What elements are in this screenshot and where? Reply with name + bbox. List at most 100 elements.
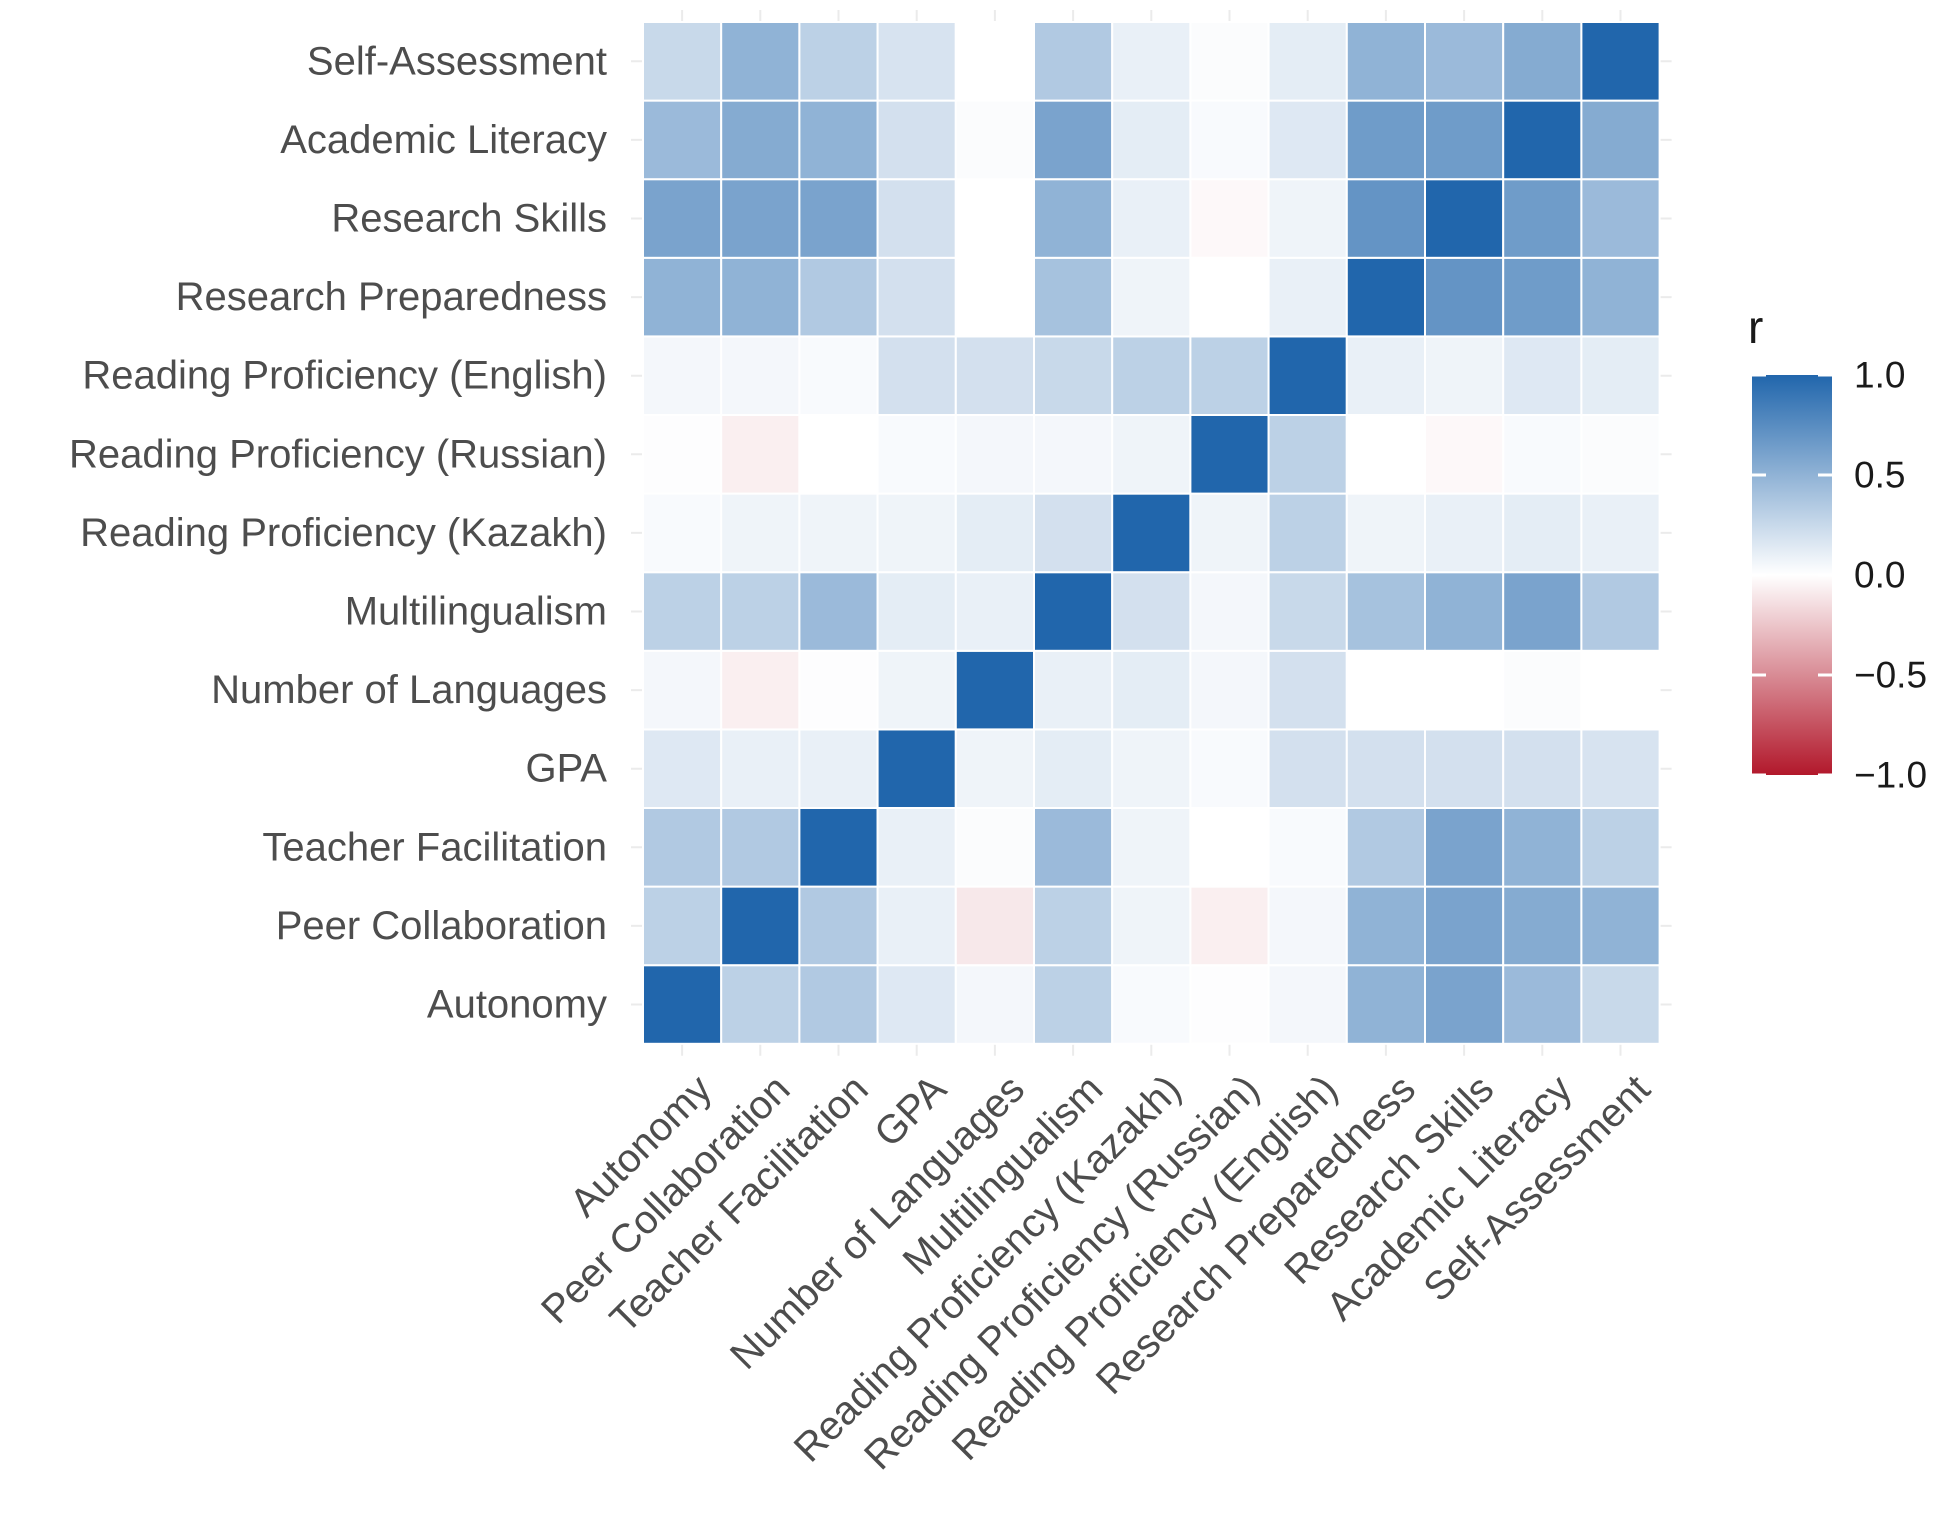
heatmap-cell	[1189, 964, 1270, 1045]
y-tick-label: Reading Proficiency (Kazakh)	[80, 511, 607, 555]
heatmap-cell	[1502, 99, 1583, 181]
heatmap-cell	[1424, 728, 1505, 810]
heatmap-cell	[798, 256, 879, 338]
heatmap-cell	[1111, 21, 1192, 102]
heatmap-cell	[1189, 178, 1270, 259]
heatmap-cell	[1033, 256, 1114, 338]
heatmap-cell	[1424, 649, 1505, 731]
heatmap-cell	[720, 178, 801, 259]
heatmap-cell	[1580, 99, 1661, 181]
heatmap-cell	[1033, 571, 1114, 652]
heatmap-cell	[1033, 807, 1114, 888]
heatmap-cell	[1345, 885, 1427, 967]
heatmap-cell	[642, 256, 723, 338]
heatmap-cell	[1033, 492, 1114, 574]
heatmap-cell	[1580, 964, 1661, 1045]
heatmap-cell	[720, 21, 801, 102]
heatmap-cell	[720, 649, 801, 731]
heatmap-cell	[642, 807, 723, 888]
heatmap-cell	[798, 964, 879, 1045]
heatmap-cell	[1345, 414, 1427, 495]
y-tick-label: Academic Literacy	[280, 118, 607, 162]
heatmap-cell	[1502, 21, 1583, 102]
heatmap-cell	[1502, 335, 1583, 416]
heatmap-cell	[642, 335, 723, 416]
y-tick-label: Number of Languages	[211, 668, 607, 712]
heatmap-cell	[1189, 728, 1270, 810]
heatmap-cell	[876, 885, 957, 967]
heatmap-cell	[1580, 885, 1661, 967]
heatmap-cell	[1580, 21, 1661, 102]
heatmap-cell	[642, 571, 723, 652]
heatmap-cell	[1345, 178, 1427, 259]
heatmap-cell	[1580, 728, 1661, 810]
heatmap-cell	[1111, 335, 1192, 416]
heatmap-cell	[1267, 885, 1348, 967]
heatmap-cell	[1111, 99, 1192, 181]
heatmap-cell	[642, 728, 723, 810]
heatmap-cell	[1189, 885, 1270, 967]
heatmap-cell	[1580, 492, 1661, 574]
heatmap-cell	[798, 571, 879, 652]
heatmap-cell	[1267, 964, 1348, 1045]
heatmap-cell	[876, 649, 957, 731]
heatmap-cell	[1502, 414, 1583, 495]
heatmap-cell	[954, 414, 1035, 495]
heatmap-cell	[1345, 256, 1427, 338]
heatmap-cell	[1424, 492, 1505, 574]
heatmap-cell	[876, 178, 957, 259]
heatmap-cell	[954, 256, 1035, 338]
heatmap-cell	[1267, 807, 1348, 888]
heatmap-cell	[1424, 571, 1505, 652]
heatmap-cell	[1502, 807, 1583, 888]
heatmap-cell	[1580, 571, 1661, 652]
heatmap-cell	[1033, 649, 1114, 731]
heatmap-cell	[876, 414, 957, 495]
heatmap-cell	[1111, 414, 1192, 495]
heatmap-cell	[720, 807, 801, 888]
heatmap-cell	[720, 885, 801, 967]
heatmap-cell	[1424, 807, 1505, 888]
heatmap-cell	[720, 414, 801, 495]
heatmap-cell	[1580, 414, 1661, 495]
heatmap-cell	[798, 492, 879, 574]
heatmap-cell	[1424, 885, 1505, 967]
heatmap-cell	[1267, 492, 1348, 574]
heatmap-cell	[798, 649, 879, 731]
heatmap-cell	[1111, 256, 1192, 338]
heatmap-cell	[1345, 335, 1427, 416]
heatmap-cell	[1111, 649, 1192, 731]
heatmap-cell	[1345, 807, 1427, 888]
heatmap-cell	[876, 571, 957, 652]
heatmap-cell	[876, 256, 957, 338]
heatmap-cell	[954, 178, 1035, 259]
heatmap-cell	[1033, 335, 1114, 416]
heatmap-cell	[1189, 649, 1270, 731]
heatmap-cell	[876, 807, 957, 888]
heatmap-cell	[720, 335, 801, 416]
heatmap-cell	[1189, 335, 1270, 416]
legend-tick-label: 1.0	[1854, 355, 1905, 396]
heatmap-cell	[1033, 885, 1114, 967]
heatmap-cell	[954, 885, 1035, 967]
heatmap-cell	[642, 99, 723, 181]
heatmap-cell	[1111, 807, 1192, 888]
heatmap-cell	[720, 728, 801, 810]
legend-tick-label: −0.5	[1854, 655, 1927, 696]
heatmap-cell	[1267, 414, 1348, 495]
y-tick-label: Teacher Facilitation	[262, 825, 607, 869]
heatmap-cell	[798, 21, 879, 102]
heatmap-cell	[720, 256, 801, 338]
heatmap-cell	[1189, 571, 1270, 652]
heatmap-cell	[1033, 99, 1114, 181]
legend-tick-label: −1.0	[1854, 755, 1927, 796]
y-axis-labels: Autonomy Peer Collaboration Teacher Facili…	[69, 39, 607, 1026]
y-tick-label: Autonomy	[427, 983, 607, 1027]
y-tick-label: Reading Proficiency (Russian)	[69, 432, 607, 476]
heatmap-cell	[720, 492, 801, 574]
heatmap-cell	[1267, 99, 1348, 181]
heatmap-cell	[1111, 728, 1192, 810]
color-legend: r 1.0 0.5 0.0 −0.5 −1.0	[1748, 301, 1927, 796]
heatmap-cell	[1424, 99, 1505, 181]
